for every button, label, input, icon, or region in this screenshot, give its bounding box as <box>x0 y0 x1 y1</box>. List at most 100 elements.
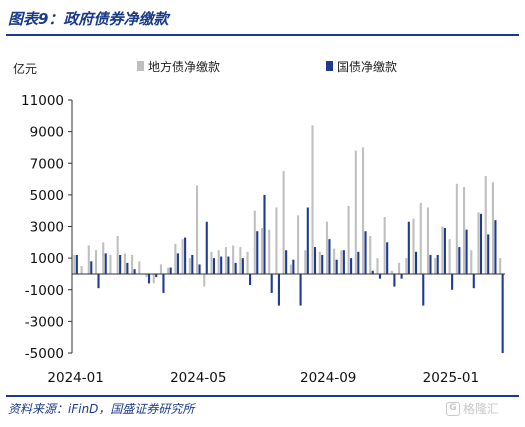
bar-local <box>361 147 365 274</box>
footer-rule <box>6 395 519 397</box>
bar-national <box>393 273 396 287</box>
bar-national <box>400 273 403 279</box>
bar-national <box>263 194 266 274</box>
bar-national <box>357 251 360 274</box>
bar-national <box>451 273 454 290</box>
x-tick-label: 2024-01 <box>47 370 103 386</box>
bar-local <box>109 254 112 274</box>
legend-swatch-national <box>326 61 333 71</box>
bar-local <box>260 228 264 274</box>
bar-local <box>499 258 502 274</box>
bar-national <box>249 273 252 286</box>
y-tick-label: 9000 <box>30 125 64 141</box>
x-tick-label: 2025-01 <box>423 370 479 386</box>
bar-national <box>494 220 497 274</box>
bar-local <box>159 264 163 274</box>
bar-national <box>472 273 475 289</box>
y-unit-label: 亿元 <box>13 61 37 76</box>
bar-national <box>378 273 382 279</box>
bar-national <box>414 251 418 274</box>
bar-national <box>162 273 165 293</box>
title-underline <box>6 34 519 36</box>
bar-local <box>188 258 191 274</box>
bar-national <box>198 264 201 274</box>
bar-local <box>253 210 256 274</box>
bar-local <box>419 202 422 274</box>
bar-local <box>318 251 321 274</box>
bar-local <box>73 254 76 274</box>
bar-local <box>470 250 473 274</box>
bar-national <box>220 256 223 274</box>
bar-national <box>285 250 288 274</box>
bar-local <box>181 239 184 274</box>
y-tick-label: 7000 <box>30 156 64 172</box>
bar-local <box>311 125 314 274</box>
bar-national <box>429 254 432 274</box>
bar-national <box>487 234 490 274</box>
bar-national <box>184 237 187 274</box>
bar-local <box>239 247 242 274</box>
bar-local <box>463 186 466 274</box>
bar-local <box>405 258 408 274</box>
bar-national <box>350 258 353 274</box>
bar-national <box>371 270 374 274</box>
y-tick-label: -3000 <box>25 314 64 330</box>
bar-local <box>333 248 336 274</box>
bar-local <box>152 273 155 284</box>
bar-local <box>347 205 350 274</box>
legend-swatch-local <box>137 61 144 71</box>
bar-national <box>126 262 129 274</box>
bar-chart: 亿元 地方债净缴款 国债净缴款 11000 9000 7000 5000 3000 1000 -1… <box>13 59 505 386</box>
bar-local <box>297 215 300 274</box>
legend-label-national: 国债净缴款 <box>337 59 397 74</box>
bar-national <box>191 254 194 274</box>
bar-local <box>426 207 430 274</box>
y-tick-label: 11000 <box>21 93 64 109</box>
bar-local <box>369 235 372 274</box>
y-tick-label: -1000 <box>25 283 64 299</box>
bar-national <box>407 221 410 274</box>
bar-local <box>354 150 357 274</box>
y-tick-label: 5000 <box>30 188 64 204</box>
bar-local <box>304 250 307 274</box>
bar-local <box>268 229 271 274</box>
bar-national <box>443 228 446 274</box>
x-tick-label: 2024-05 <box>170 370 226 386</box>
bar-local <box>232 245 235 274</box>
y-tick-label: 1000 <box>30 251 64 267</box>
bar-local <box>412 218 415 274</box>
bar-local <box>174 243 177 274</box>
bar-national <box>90 261 93 274</box>
bar-national <box>335 259 338 274</box>
bar-national <box>328 239 331 274</box>
watermark-logo-icon: G <box>446 401 460 416</box>
y-tick-label: -5000 <box>25 346 64 362</box>
bar-local <box>138 261 141 274</box>
bar-national <box>176 253 179 274</box>
bar-national <box>306 207 309 274</box>
bar-local <box>383 217 386 274</box>
bar-local <box>484 175 487 274</box>
bar-national <box>436 254 439 274</box>
bar-local <box>167 267 170 274</box>
bar-local <box>224 247 227 274</box>
bar-national <box>299 273 302 306</box>
bar-national <box>75 254 78 274</box>
bar-local <box>289 264 292 274</box>
bar-local <box>398 262 401 274</box>
bar-national <box>147 273 151 284</box>
watermark: G 格隆汇 <box>446 400 499 417</box>
bar-local <box>282 171 285 274</box>
bar-national <box>386 242 389 274</box>
bar-national <box>342 250 345 274</box>
bar-national <box>227 256 230 274</box>
bar-local <box>116 235 119 274</box>
bar-national <box>256 231 259 274</box>
bar-local <box>80 266 83 274</box>
bar-local <box>376 258 379 274</box>
bar-local <box>217 250 220 274</box>
bar-national <box>119 254 122 274</box>
bar-local <box>195 185 199 274</box>
bar-local <box>131 254 134 274</box>
bar-national <box>422 273 425 306</box>
